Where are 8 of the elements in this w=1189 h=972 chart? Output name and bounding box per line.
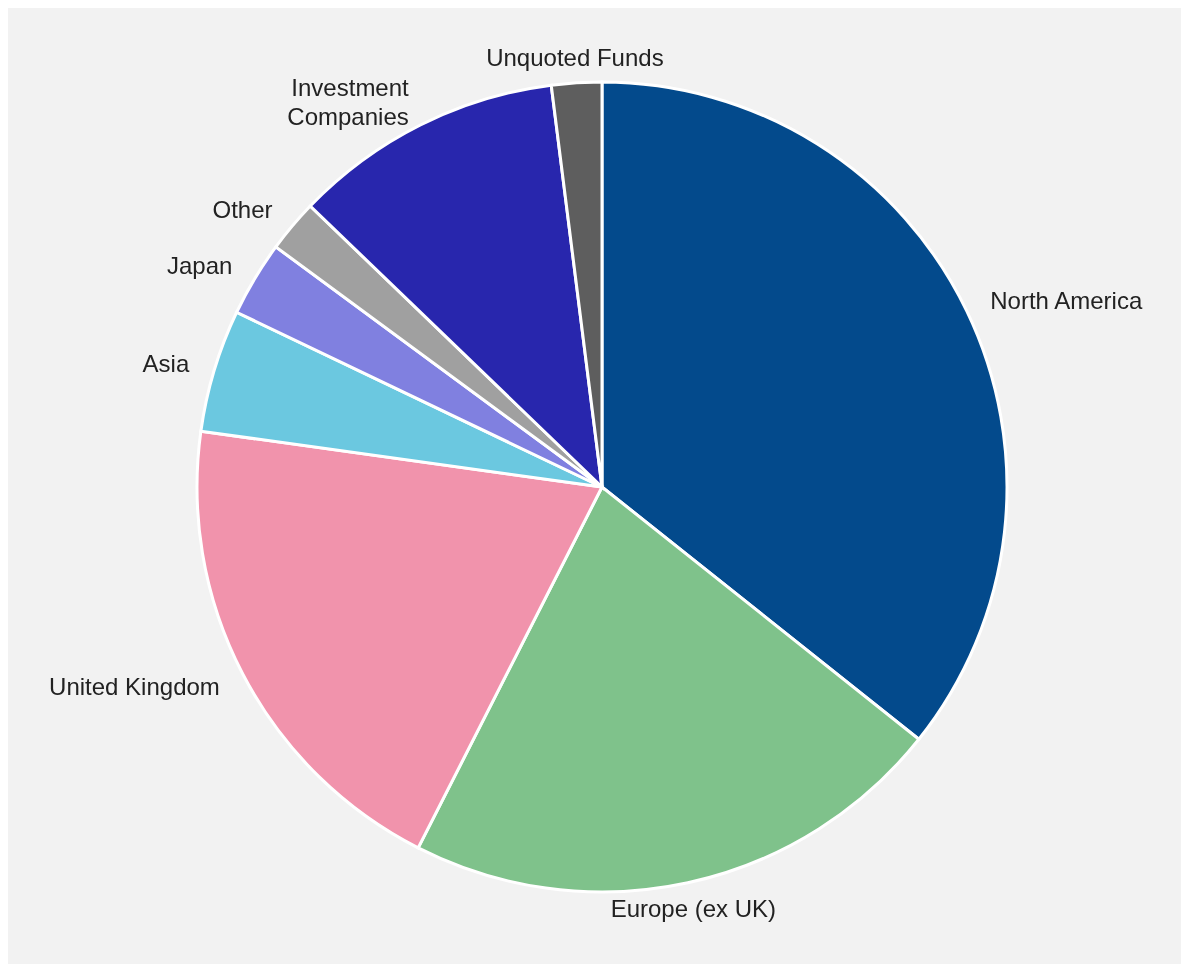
slice-label: United Kingdom: [49, 672, 220, 700]
slice-label: Unquoted Funds: [486, 43, 664, 71]
slice-label: Europe (ex UK): [610, 894, 777, 922]
slice-label: Other: [212, 195, 273, 223]
slice-label: Asia: [142, 349, 190, 377]
slice-label: Japan: [167, 251, 233, 279]
slice-label: Investment Companies: [287, 73, 410, 130]
slice-label: North America: [990, 286, 1143, 314]
